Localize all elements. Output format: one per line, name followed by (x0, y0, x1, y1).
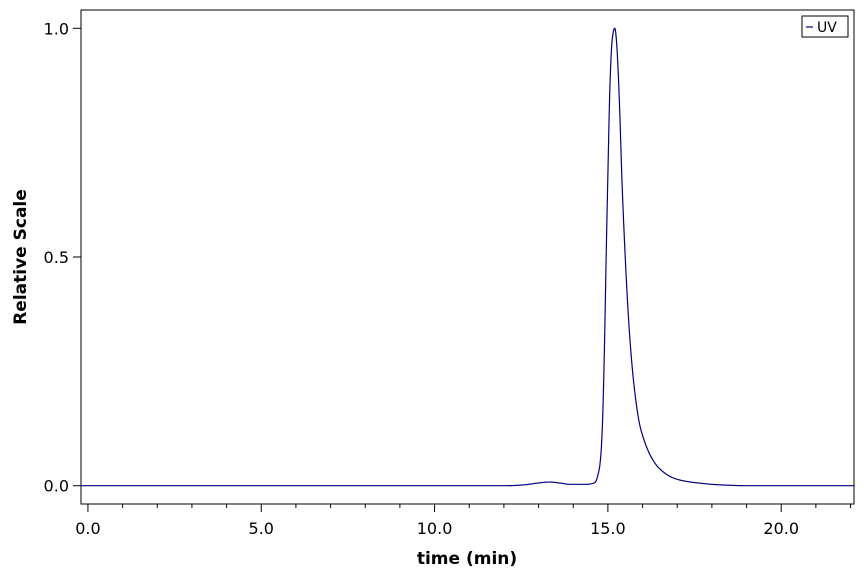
x-tick-label: 0.0 (75, 519, 100, 538)
x-tick-label: 20.0 (763, 519, 799, 538)
y-axis-title: Relative Scale (11, 189, 31, 325)
legend-box (801, 15, 849, 38)
plot-frame (80, 9, 855, 505)
y-axis-ticks: 0.0 0.5 1.0 (44, 19, 81, 496)
x-tick-label: 10.0 (417, 519, 453, 538)
x-axis-title: time (min) (417, 549, 517, 569)
x-tick-label: 15.0 (590, 519, 626, 538)
legend-label-uv: UV (817, 20, 837, 36)
y-tick-label: 1.0 (44, 19, 69, 38)
x-tick-label: 5.0 (249, 519, 274, 538)
y-tick-label: 0.0 (44, 477, 69, 496)
legend: UV (801, 15, 849, 38)
series-line-uv (81, 27, 854, 487)
x-axis-ticks: 0.0 5.0 10.0 15.0 20.0 (75, 504, 852, 538)
y-tick-label: 0.5 (44, 248, 69, 267)
